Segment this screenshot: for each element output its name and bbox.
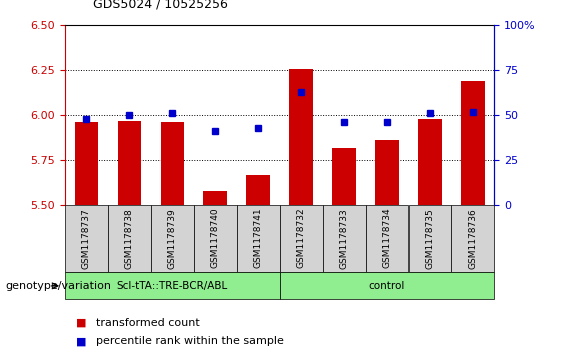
Bar <box>194 205 237 272</box>
Bar <box>461 81 485 205</box>
Text: transformed count: transformed count <box>96 318 200 328</box>
Bar <box>75 122 98 205</box>
Text: GSM1178734: GSM1178734 <box>383 208 392 268</box>
Text: GSM1178741: GSM1178741 <box>254 208 263 268</box>
Bar <box>323 205 366 272</box>
Bar <box>418 119 442 205</box>
Bar <box>289 69 313 205</box>
Bar <box>65 272 280 299</box>
Text: control: control <box>369 281 405 291</box>
Bar <box>118 121 141 205</box>
Text: ■: ■ <box>76 336 87 346</box>
Bar <box>151 205 194 272</box>
Bar <box>280 272 494 299</box>
Text: GSM1178738: GSM1178738 <box>125 208 134 269</box>
Text: GSM1178737: GSM1178737 <box>82 208 91 269</box>
Text: GSM1178739: GSM1178739 <box>168 208 177 269</box>
Text: GSM1178740: GSM1178740 <box>211 208 220 268</box>
Bar <box>408 205 451 272</box>
Bar <box>65 205 108 272</box>
Text: genotype/variation: genotype/variation <box>6 281 112 291</box>
Bar <box>108 205 151 272</box>
Bar <box>160 122 184 205</box>
Bar <box>246 175 270 205</box>
Text: Scl-tTA::TRE-BCR/ABL: Scl-tTA::TRE-BCR/ABL <box>117 281 228 291</box>
Bar <box>280 205 323 272</box>
Text: GDS5024 / 10525256: GDS5024 / 10525256 <box>93 0 228 11</box>
Text: GSM1178733: GSM1178733 <box>340 208 349 269</box>
Bar <box>375 140 399 205</box>
Text: GSM1178735: GSM1178735 <box>425 208 434 269</box>
Text: GSM1178736: GSM1178736 <box>468 208 477 269</box>
Bar <box>451 205 494 272</box>
Bar <box>366 205 408 272</box>
Bar <box>332 148 356 205</box>
Text: GSM1178732: GSM1178732 <box>297 208 306 268</box>
Bar <box>237 205 280 272</box>
Text: ■: ■ <box>76 318 87 328</box>
Text: percentile rank within the sample: percentile rank within the sample <box>96 336 284 346</box>
Bar <box>203 191 227 205</box>
